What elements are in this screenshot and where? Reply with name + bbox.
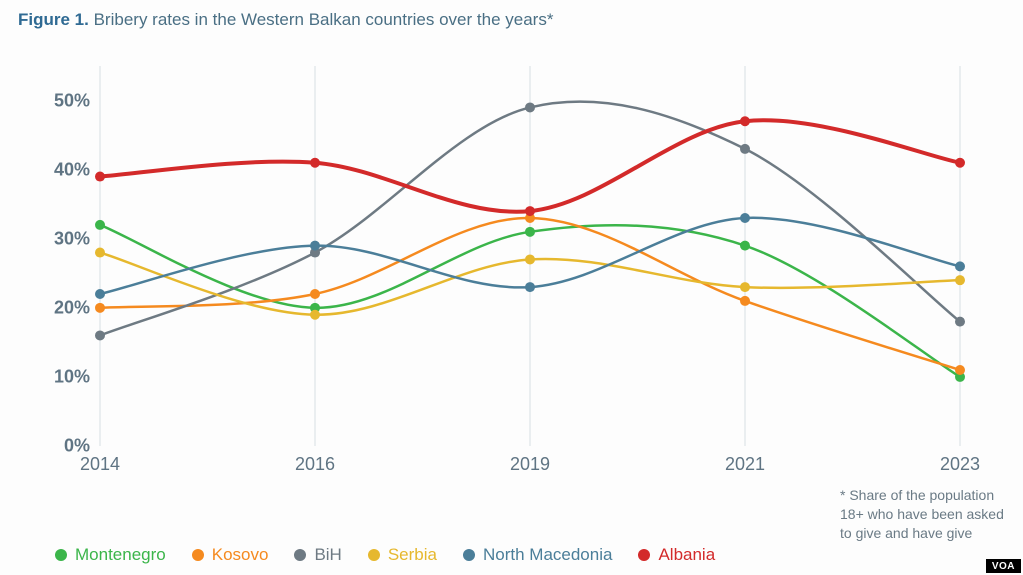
legend-label: Kosovo bbox=[212, 545, 269, 565]
data-point bbox=[310, 158, 320, 168]
data-point bbox=[740, 282, 750, 292]
data-point bbox=[95, 330, 105, 340]
line-chart-svg bbox=[100, 66, 960, 446]
legend-dot-icon bbox=[368, 549, 380, 561]
data-point bbox=[955, 275, 965, 285]
data-point bbox=[525, 102, 535, 112]
legend-label: Montenegro bbox=[75, 545, 166, 565]
figure-number: Figure 1. bbox=[18, 10, 89, 29]
legend-label: BiH bbox=[314, 545, 341, 565]
legend-label: Albania bbox=[658, 545, 715, 565]
plot-region: 0%10%20%30%40%50%20142016201920212023 bbox=[100, 66, 960, 446]
y-tick-label: 30% bbox=[54, 228, 90, 249]
legend-item: North Macedonia bbox=[463, 545, 612, 565]
data-point bbox=[310, 289, 320, 299]
legend-dot-icon bbox=[192, 549, 204, 561]
x-tick-label: 2019 bbox=[510, 454, 550, 475]
data-point bbox=[95, 303, 105, 313]
legend: Montenegro Kosovo BiH Serbia North Macedonia… bbox=[55, 545, 715, 565]
data-point bbox=[525, 282, 535, 292]
legend-dot-icon bbox=[55, 549, 67, 561]
y-tick-label: 20% bbox=[54, 297, 90, 318]
data-point bbox=[740, 241, 750, 251]
data-point bbox=[955, 261, 965, 271]
data-point bbox=[95, 289, 105, 299]
data-point bbox=[525, 206, 535, 216]
data-point bbox=[95, 248, 105, 258]
y-tick-label: 40% bbox=[54, 159, 90, 180]
legend-dot-icon bbox=[294, 549, 306, 561]
legend-item: Albania bbox=[638, 545, 715, 565]
legend-label: North Macedonia bbox=[483, 545, 612, 565]
legend-label: Serbia bbox=[388, 545, 437, 565]
x-tick-label: 2021 bbox=[725, 454, 765, 475]
data-point bbox=[955, 158, 965, 168]
legend-dot-icon bbox=[638, 549, 650, 561]
x-tick-label: 2023 bbox=[940, 454, 980, 475]
y-tick-label: 50% bbox=[54, 90, 90, 111]
legend-dot-icon bbox=[463, 549, 475, 561]
data-point bbox=[955, 317, 965, 327]
y-tick-label: 10% bbox=[54, 366, 90, 387]
data-point bbox=[740, 116, 750, 126]
figure-caption: Bribery rates in the Western Balkan coun… bbox=[94, 10, 554, 29]
data-point bbox=[955, 365, 965, 375]
data-point bbox=[310, 241, 320, 251]
legend-item: Serbia bbox=[368, 545, 437, 565]
footnote: * Share of the population 18+ who have b… bbox=[840, 486, 1015, 543]
data-point bbox=[525, 254, 535, 264]
chart-area: 0%10%20%30%40%50%20142016201920212023 bbox=[0, 36, 1023, 496]
data-point bbox=[95, 220, 105, 230]
legend-item: Montenegro bbox=[55, 545, 166, 565]
x-tick-label: 2016 bbox=[295, 454, 335, 475]
data-point bbox=[740, 213, 750, 223]
data-point bbox=[740, 296, 750, 306]
legend-item: Kosovo bbox=[192, 545, 269, 565]
figure-title: Figure 1. Bribery rates in the Western B… bbox=[0, 0, 1023, 36]
data-point bbox=[95, 172, 105, 182]
data-point bbox=[310, 310, 320, 320]
legend-item: BiH bbox=[294, 545, 341, 565]
x-tick-label: 2014 bbox=[80, 454, 120, 475]
voa-badge: VOA bbox=[986, 559, 1021, 573]
data-point bbox=[525, 227, 535, 237]
figure-container: Figure 1. Bribery rates in the Western B… bbox=[0, 0, 1023, 575]
data-point bbox=[740, 144, 750, 154]
